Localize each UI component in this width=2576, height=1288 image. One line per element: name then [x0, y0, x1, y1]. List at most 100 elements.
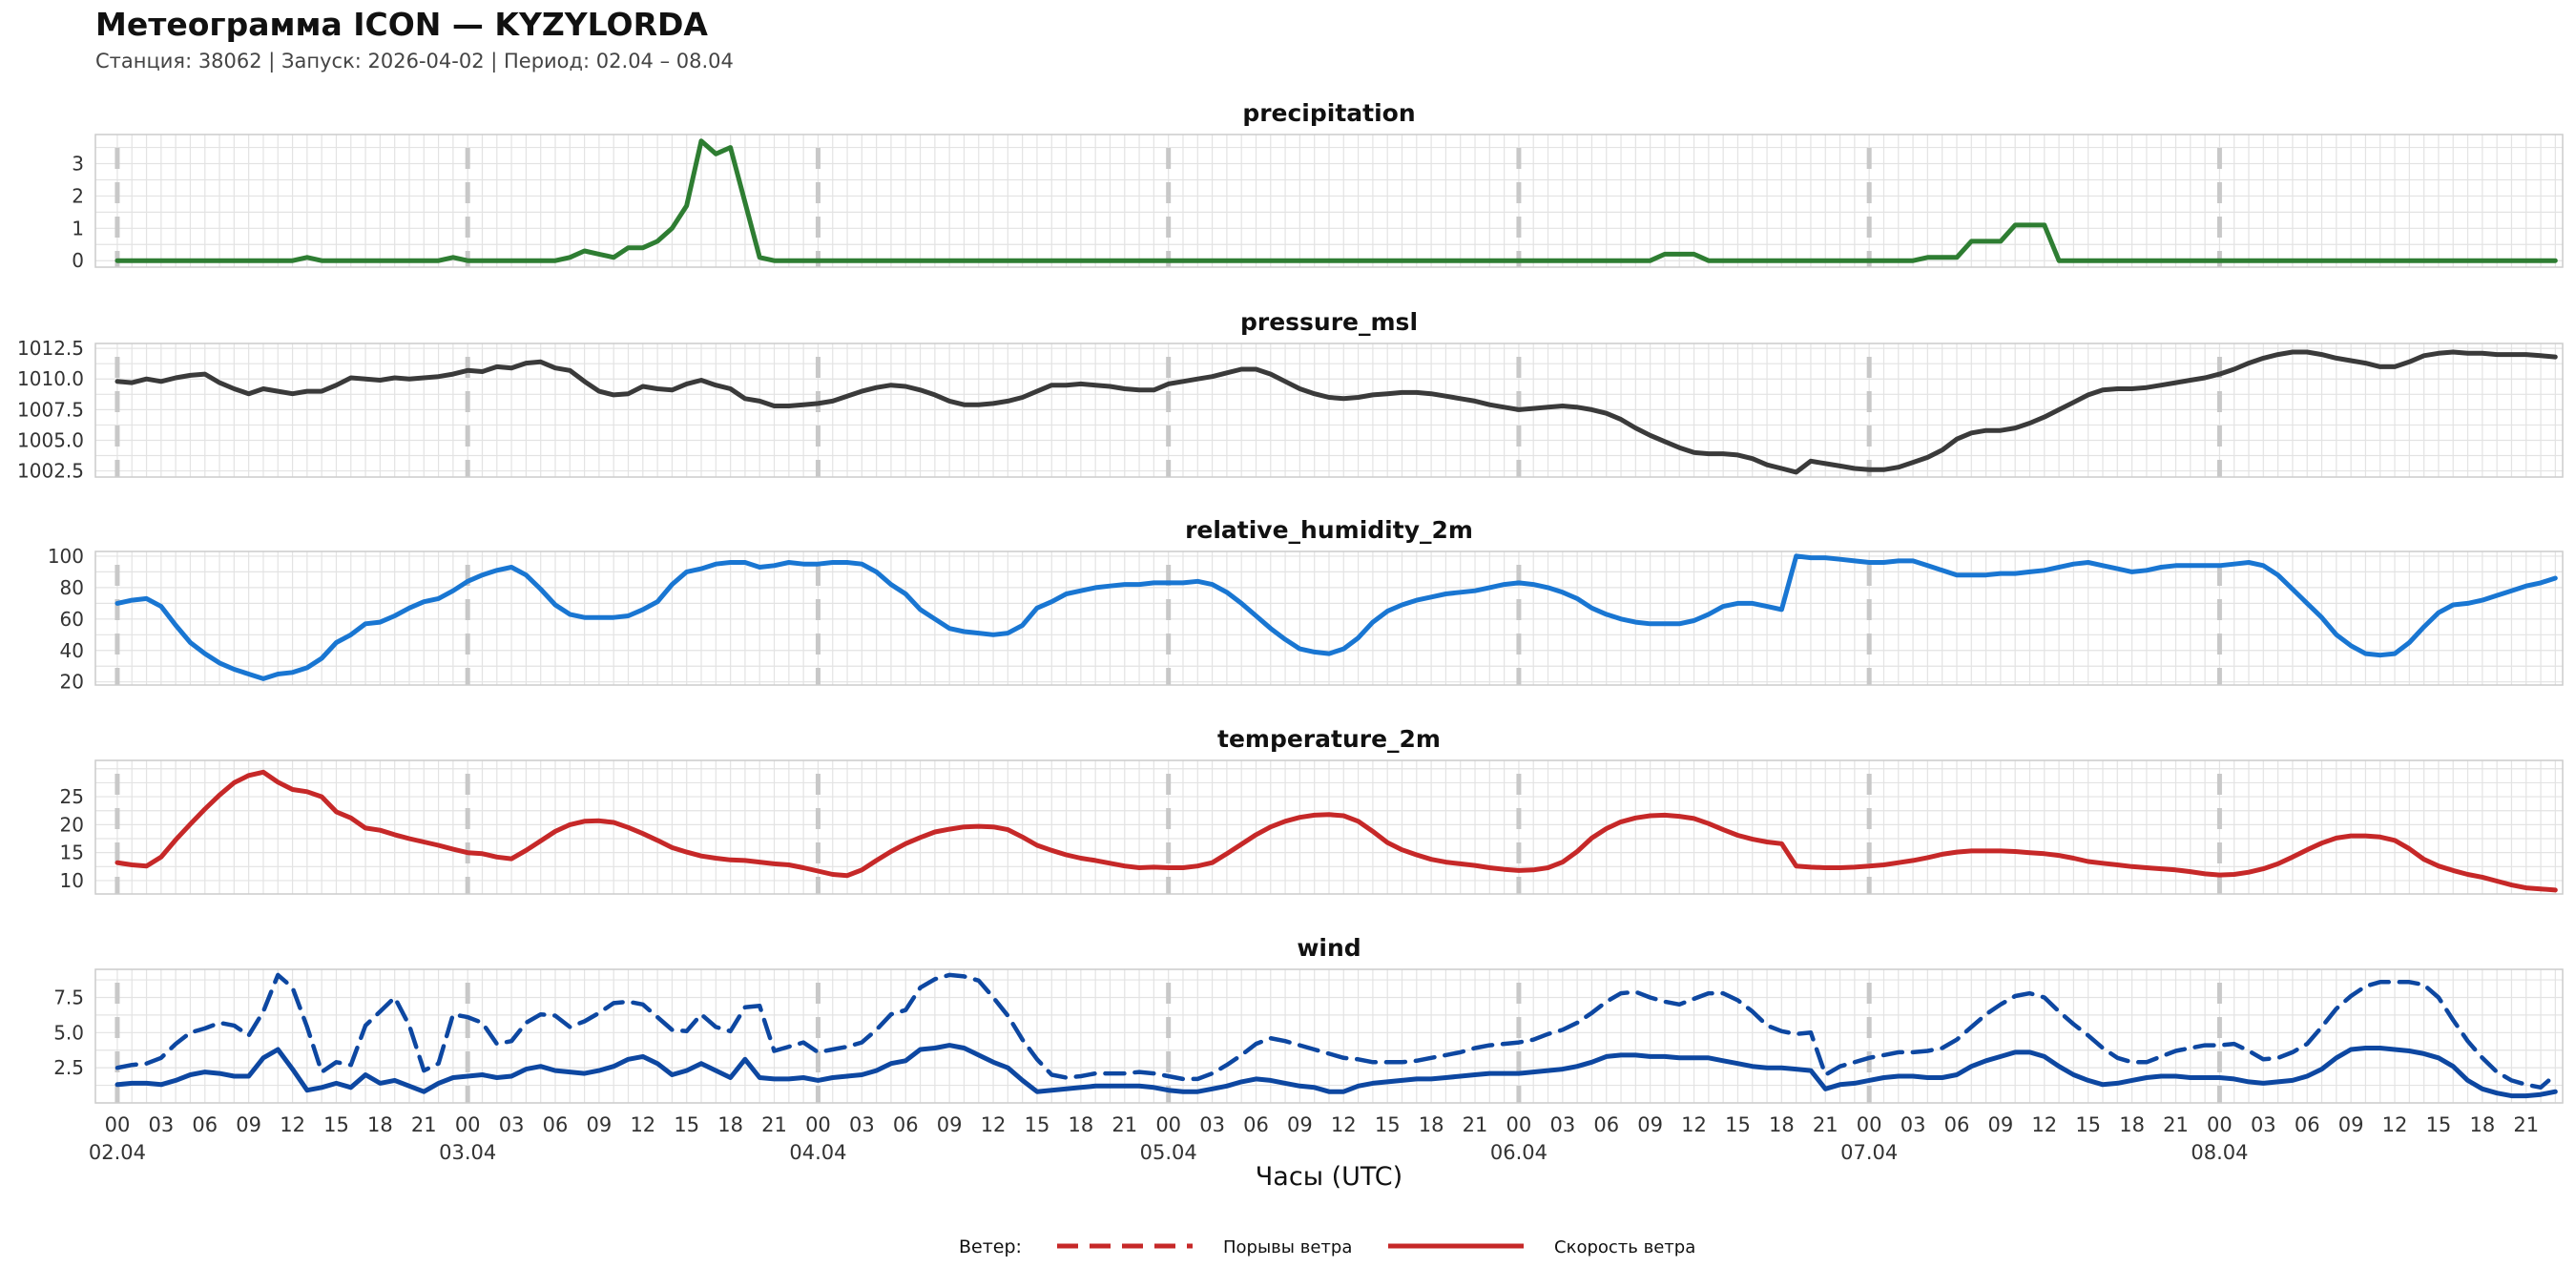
- y-tick-label: 60: [60, 608, 84, 631]
- x-tick-label: 09: [236, 1113, 261, 1136]
- panel-frame: [94, 134, 2564, 268]
- x-tick-label: 03: [1199, 1113, 1225, 1136]
- panel-wind: wind 2.5 5.0 7.5: [53, 934, 2564, 1104]
- x-tick-label: 12: [981, 1113, 1007, 1136]
- y-tick-label: 1002.5: [17, 460, 84, 483]
- panel-precipitation: precipitation 0 1 2 3: [72, 99, 2564, 272]
- x-tick-label: 06: [1944, 1113, 1970, 1136]
- y-tick-label: 20: [60, 671, 84, 694]
- x-tick-label: 09: [1637, 1113, 1663, 1136]
- panel-title: relative_humidity_2m: [1185, 516, 1473, 544]
- chart-title: Метеограмма ICON — KYZYLORDA: [95, 6, 708, 43]
- x-tick-label: 09: [1287, 1113, 1313, 1136]
- x-tick-label: 12: [280, 1113, 305, 1136]
- x-day-label: 02.04: [89, 1141, 146, 1164]
- x-day-label: 03.04: [439, 1141, 496, 1164]
- y-tick-label: 1005.0: [17, 428, 84, 451]
- series-wind-line: [114, 1043, 2558, 1099]
- series-pressure_msl-line: [114, 349, 2558, 475]
- x-tick-label: 21: [2513, 1113, 2539, 1136]
- x-tick-label: 18: [2119, 1113, 2145, 1136]
- y-tick-label: 1: [72, 217, 84, 239]
- x-tick-label: 18: [1419, 1113, 1444, 1136]
- x-axis-label: Часы (UTC): [1256, 1162, 1402, 1192]
- panel-frame: [94, 759, 2564, 895]
- x-tick-label: 03: [2251, 1113, 2276, 1136]
- legend: Ветер: Порывы ветра Скорость ветра: [959, 1236, 1695, 1257]
- y-tick-label: 2.5: [53, 1056, 84, 1079]
- x-tick-label: 00: [805, 1113, 831, 1136]
- x-tick-label: 03: [499, 1113, 525, 1136]
- x-tick-label: 21: [761, 1113, 787, 1136]
- x-tick-label: 18: [1069, 1113, 1094, 1136]
- series-precipitation-line: [114, 138, 2558, 263]
- x-tick-label: 15: [323, 1113, 349, 1136]
- x-day-label: 04.04: [789, 1141, 846, 1164]
- x-tick-label: 15: [1025, 1113, 1050, 1136]
- x-day-label: 06.04: [1490, 1141, 1548, 1164]
- x-tick-label: 21: [1111, 1113, 1137, 1136]
- x-tick-label: 03: [1901, 1113, 1926, 1136]
- x-tick-label: 18: [717, 1113, 743, 1136]
- series-gusts-line: [114, 972, 2558, 1091]
- y-tick-label: 7.5: [53, 986, 84, 1008]
- x-tick-label: 12: [1681, 1113, 1707, 1136]
- panel-title: precipitation: [1242, 99, 1415, 127]
- x-tick-label: 06: [543, 1113, 569, 1136]
- x-tick-label: 21: [2163, 1113, 2189, 1136]
- legend-gusts-label: Порывы ветра: [1223, 1237, 1352, 1257]
- x-tick-label: 06: [192, 1113, 218, 1136]
- panel-title: pressure_msl: [1240, 308, 1418, 336]
- x-tick-label: 00: [1506, 1113, 1532, 1136]
- y-tick-label: 80: [60, 576, 84, 599]
- x-tick-label: 15: [2075, 1113, 2101, 1136]
- y-tick-label: 15: [60, 841, 84, 864]
- x-tick-label: 15: [2426, 1113, 2452, 1136]
- y-tick-label: 40: [60, 639, 84, 662]
- x-tick-label: 12: [2382, 1113, 2408, 1136]
- x-tick-label: 09: [2338, 1113, 2364, 1136]
- x-tick-label: 06: [1243, 1113, 1269, 1136]
- x-tick-label: 18: [1769, 1113, 1795, 1136]
- x-tick-label: 00: [105, 1113, 131, 1136]
- y-tick-label: 0: [72, 249, 84, 272]
- panel-frame: [94, 968, 2564, 1104]
- y-tick-label: 5.0: [53, 1021, 84, 1044]
- x-tick-label: 06: [1593, 1113, 1619, 1136]
- panel-frame: [94, 343, 2564, 478]
- panel-relative_humidity_2m: relative_humidity_2m 20 40 60 80 100: [48, 516, 2564, 694]
- x-tick-label: 21: [1463, 1113, 1488, 1136]
- x-day-label: 08.04: [2191, 1141, 2248, 1164]
- x-tick-label: 00: [455, 1113, 481, 1136]
- x-tick-label: 18: [2469, 1113, 2495, 1136]
- x-day-label: 07.04: [1840, 1141, 1898, 1164]
- series-temperature_2m-line: [114, 769, 2558, 893]
- y-tick-label: 25: [60, 785, 84, 808]
- series-relative_humidity_2m-line: [114, 553, 2558, 681]
- x-tick-label: 12: [2031, 1113, 2057, 1136]
- legend-speed-label: Скорость ветра: [1554, 1237, 1695, 1257]
- y-tick-label: 20: [60, 813, 84, 836]
- y-tick-label: 1010.0: [17, 367, 84, 390]
- x-tick-label: 12: [1331, 1113, 1357, 1136]
- x-tick-label: 21: [1813, 1113, 1839, 1136]
- panel-title: wind: [1297, 934, 1361, 962]
- x-day-label: 05.04: [1140, 1141, 1197, 1164]
- legend-title: Ветер:: [959, 1236, 1022, 1257]
- x-tick-label: 03: [1549, 1113, 1575, 1136]
- x-tick-label: 00: [1857, 1113, 1882, 1136]
- x-tick-label: 15: [674, 1113, 699, 1136]
- y-tick-label: 1012.5: [17, 337, 84, 360]
- panel-frame: [94, 551, 2564, 686]
- chart-subtitle: Станция: 38062 | Запуск: 2026-04-02 | Пе…: [95, 50, 734, 73]
- panel-temperature_2m: temperature_2m 10 15 20 25: [60, 725, 2564, 895]
- x-tick-label: 03: [849, 1113, 875, 1136]
- y-tick-label: 10: [60, 869, 84, 892]
- x-tick-label: 15: [1725, 1113, 1751, 1136]
- x-tick-label: 03: [148, 1113, 174, 1136]
- y-tick-label: 3: [72, 153, 84, 176]
- x-tick-label: 15: [1375, 1113, 1401, 1136]
- y-tick-label: 2: [72, 184, 84, 207]
- x-tick-label: 09: [1988, 1113, 2014, 1136]
